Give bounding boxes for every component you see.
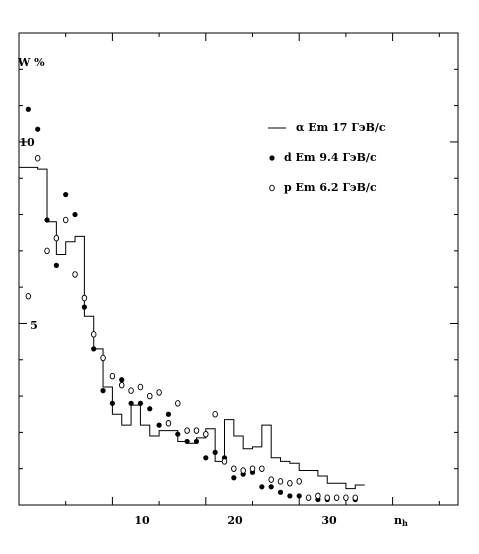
marker-series-layer: [25, 106, 359, 503]
step-series-alpha: [19, 166, 365, 490]
legend-entry-p: p Em 6.2 ГэВ/с: [284, 181, 377, 194]
data-point-p: [128, 387, 134, 394]
data-point-d: [203, 455, 209, 461]
plot-frame: [18, 32, 459, 506]
data-point-p: [343, 494, 349, 501]
y-tick-label-10: 10: [19, 136, 35, 149]
data-point-p: [90, 331, 97, 338]
data-point-p: [137, 383, 144, 391]
data-point-d: [63, 191, 69, 198]
data-point-d: [72, 211, 78, 218]
x-tick-label-20: 20: [227, 514, 243, 527]
data-point-d: [91, 346, 97, 352]
data-point-p: [193, 427, 200, 434]
data-point-d: [109, 400, 116, 406]
data-point-p: [315, 492, 321, 500]
data-point-d: [259, 484, 265, 490]
legend-entry-d: d Em 9.4 ГэВ/с: [284, 151, 377, 164]
data-point-p: [221, 458, 228, 465]
data-point-p: [268, 476, 274, 483]
x-axis-label: nh: [394, 514, 408, 528]
data-point-d: [147, 406, 153, 412]
data-point-d: [268, 484, 274, 490]
y-tick-label-5: 5: [30, 319, 38, 332]
data-point-p: [175, 400, 181, 407]
data-point-p: [324, 494, 330, 501]
data-point-d: [231, 475, 237, 481]
legend-entry-alpha: α Em 17 ГэВ/с: [296, 121, 386, 134]
axis-ticks: [19, 33, 458, 505]
data-point-d: [175, 431, 181, 437]
data-point-p: [100, 354, 106, 362]
data-point-p: [333, 494, 340, 501]
data-point-d: [100, 388, 106, 394]
data-point-p: [240, 467, 246, 474]
x-axis-label-main: n: [394, 514, 402, 527]
data-point-p: [147, 392, 153, 400]
step-series-layer: [19, 166, 365, 490]
data-point-p: [249, 465, 256, 472]
data-point-p: [109, 372, 116, 380]
data-point-p: [305, 494, 312, 501]
data-point-p: [53, 234, 60, 242]
data-point-d: [212, 449, 218, 455]
data-point-p: [296, 478, 302, 485]
data-point-p: [203, 430, 209, 438]
data-point-d: [128, 400, 134, 406]
data-point-d: [296, 493, 302, 499]
legend-open-marker: [269, 184, 275, 192]
data-point-p: [118, 381, 125, 389]
data-point-d: [156, 422, 162, 428]
data-point-d: [81, 304, 87, 310]
y-axis-label: W %: [17, 56, 45, 69]
x-axis-label-sub: h: [402, 518, 408, 528]
data-point-p: [287, 479, 293, 487]
data-point-p: [165, 420, 172, 427]
data-point-p: [231, 465, 237, 472]
x-tick-label-30: 30: [321, 514, 337, 527]
data-point-p: [25, 292, 32, 300]
data-point-p: [44, 247, 50, 255]
data-point-p: [81, 294, 88, 302]
data-point-d: [119, 377, 125, 383]
data-point-p: [352, 494, 359, 501]
data-point-p: [62, 216, 69, 224]
data-point-d: [193, 438, 200, 445]
data-point-p: [72, 271, 78, 278]
legend: α Em 17 ГэВ/с d Em 9.4 ГэВ/с p Em 6.2 Гэ…: [268, 121, 386, 194]
x-tick-label-10: 10: [134, 514, 150, 527]
data-point-d: [35, 126, 41, 132]
data-point-p: [184, 427, 190, 434]
data-point-d: [277, 489, 284, 495]
data-point-p: [156, 389, 162, 396]
data-point-d: [53, 262, 59, 268]
data-point-p: [259, 465, 265, 472]
data-point-p: [34, 155, 41, 162]
data-point-d: [165, 411, 172, 417]
data-point-d: [184, 438, 190, 445]
legend-filled-marker: [269, 155, 275, 161]
data-point-d: [287, 493, 293, 499]
data-point-d: [44, 217, 50, 223]
data-point-p: [277, 478, 284, 485]
data-point-d: [25, 106, 31, 112]
data-point-d: [137, 400, 144, 406]
data-point-p: [212, 410, 218, 418]
